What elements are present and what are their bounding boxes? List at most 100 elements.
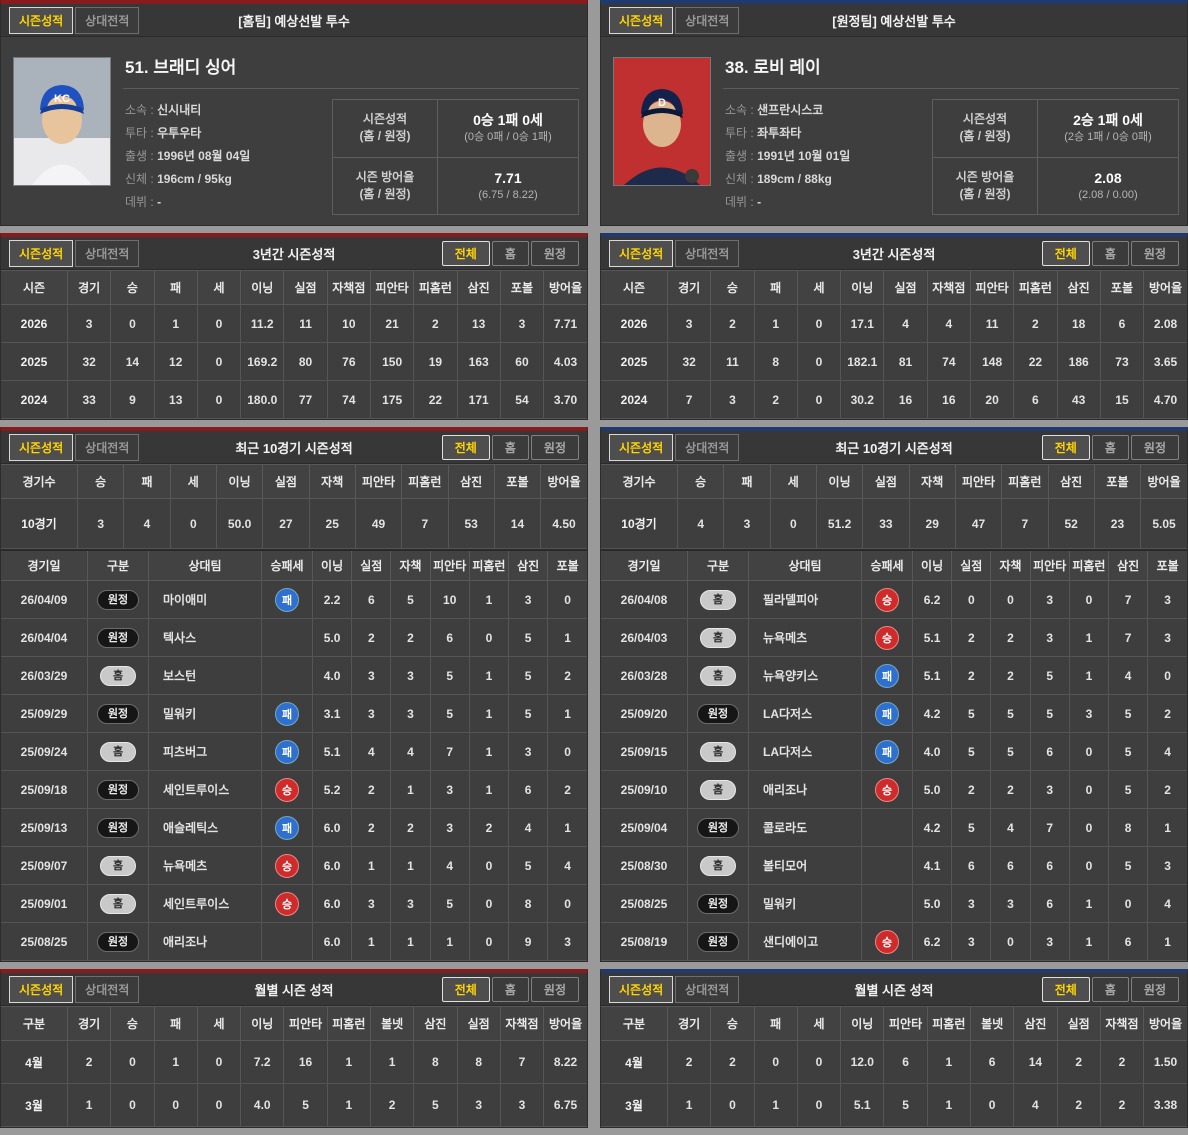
table-cell: 9 <box>508 922 549 961</box>
tab-season-stats[interactable]: 시즌성적 <box>9 239 74 267</box>
filter-away[interactable]: 원정 <box>1130 976 1179 1002</box>
tab-head-to-head[interactable]: 상대전적 <box>75 6 140 34</box>
tab-season-stats[interactable]: 시즌성적 <box>9 433 74 461</box>
column-header: 피안타 <box>955 464 1003 499</box>
game-log-row: 26/04/03 홈 뉴욕메츠 승 5.1 2 2 3 1 7 3 <box>601 618 1187 657</box>
filter-all[interactable]: 전체 <box>441 434 490 460</box>
game-date: 26/04/09 <box>1 580 88 619</box>
tab-season-stats[interactable]: 시즌성적 <box>9 975 74 1003</box>
table-cell: 3 <box>508 580 549 619</box>
filter-all[interactable]: 전체 <box>441 976 490 1002</box>
table-cell: 4월 <box>1 1040 68 1084</box>
tab-head-to-head[interactable]: 상대전적 <box>675 433 740 461</box>
table-cell: 4 <box>883 304 928 343</box>
tab-season-stats[interactable]: 시즌성적 <box>609 6 674 34</box>
table-cell: 6 <box>883 1040 928 1084</box>
column-header: 피안타 <box>883 1006 928 1041</box>
table-cell: 6 <box>1029 884 1070 923</box>
table-cell: 2 <box>351 770 392 809</box>
table-cell: 14 <box>493 498 542 549</box>
filter-away[interactable]: 원정 <box>530 240 579 266</box>
tab-season-stats[interactable]: 시즌성적 <box>609 433 674 461</box>
table-cell: 1 <box>153 1040 198 1084</box>
pitcher-info-section: 시즌성적 상대전적 [홈팀] 예상선발 투수 KC <box>0 0 588 226</box>
table-cell: 53 <box>447 498 495 549</box>
table-cell: 5.0 <box>311 618 353 657</box>
filter-all[interactable]: 전체 <box>1041 434 1090 460</box>
column-header: 이닝 <box>840 1006 885 1041</box>
table-cell: 5.2 <box>311 770 353 809</box>
column-header: 이닝 <box>240 1006 285 1041</box>
table-cell: 7.71 <box>543 304 587 343</box>
tab-head-to-head[interactable]: 상대전적 <box>75 975 140 1003</box>
game-log-row: 25/09/13 원정 애슬레틱스 패 6.0 2 2 3 2 4 1 <box>1 808 587 847</box>
table-cell: 10 <box>326 304 371 343</box>
player-bio-list: 소속 : 샌프란시스코 투타 : 좌투좌타 출생 : 1991년 10월 01일… <box>723 99 932 215</box>
result-cell: 패 <box>261 694 313 733</box>
summary-value: 2승 1패 0세 (2승 1패 / 0승 0패) <box>1037 99 1179 158</box>
table-cell: 4.1 <box>911 846 953 885</box>
column-header: 패 <box>754 270 798 305</box>
summary-value: 2.08 (2.08 / 0.00) <box>1037 156 1179 215</box>
table-cell: 4.0 <box>911 732 953 771</box>
table-cell: 10경기 <box>1 498 78 549</box>
game-date: 25/08/30 <box>601 846 688 885</box>
table-cell: 1 <box>326 1040 371 1084</box>
table-cell: 11 <box>710 342 755 381</box>
filter-home[interactable]: 홈 <box>491 240 529 266</box>
table-cell: 8 <box>456 1040 501 1084</box>
table-cell: 1 <box>753 304 798 343</box>
table-cell: 3.65 <box>1143 342 1187 381</box>
tab-season-stats[interactable]: 시즌성적 <box>609 975 674 1003</box>
tab-head-to-head[interactable]: 상대전적 <box>75 433 140 461</box>
tab-head-to-head[interactable]: 상대전적 <box>75 239 140 267</box>
away-badge: 원정 <box>96 703 140 724</box>
tab-head-to-head[interactable]: 상대전적 <box>675 6 740 34</box>
result-cell: 승 <box>261 884 313 923</box>
filter-home[interactable]: 홈 <box>1091 240 1129 266</box>
filter-home[interactable]: 홈 <box>1091 976 1129 1002</box>
table-cell: 6 <box>969 1040 1015 1084</box>
filter-away[interactable]: 원정 <box>530 976 579 1002</box>
filter-all[interactable]: 전체 <box>1041 240 1090 266</box>
table-cell: 2 <box>1056 1040 1101 1084</box>
filter-home[interactable]: 홈 <box>491 434 529 460</box>
table-cell: 3 <box>351 884 392 923</box>
opponent-team: 애리조나 <box>148 922 262 961</box>
filter-all[interactable]: 전체 <box>1041 976 1090 1002</box>
column-header: 승 <box>710 1006 755 1041</box>
section-header: 시즌성적 상대전적 월별 시즌 성적 전체 홈 원정 <box>601 973 1187 1006</box>
column-header: 패 <box>154 270 198 305</box>
filter-away[interactable]: 원정 <box>1130 240 1179 266</box>
table-cell: 0 <box>547 884 587 923</box>
tab-season-stats[interactable]: 시즌성적 <box>9 6 74 34</box>
game-date: 26/04/08 <box>601 580 688 619</box>
player-photo: KC <box>13 57 111 186</box>
column-header: 자책 <box>309 464 356 499</box>
table-cell: 0 <box>196 342 242 381</box>
tab-head-to-head[interactable]: 상대전적 <box>675 239 740 267</box>
table-cell: 16 <box>926 380 971 419</box>
home-badge: 홈 <box>699 589 737 610</box>
filter-all[interactable]: 전체 <box>441 240 490 266</box>
tab-group: 시즌성적 상대전적 <box>609 975 740 1003</box>
table-cell: 3 <box>990 884 1031 923</box>
tab-head-to-head[interactable]: 상대전적 <box>675 975 740 1003</box>
table-cell: 7 <box>1108 618 1149 657</box>
column-header: 실점 <box>457 1006 501 1041</box>
table-cell: 5 <box>1108 770 1149 809</box>
tab-season-stats[interactable]: 시즌성적 <box>609 239 674 267</box>
table-cell: 3 <box>390 694 431 733</box>
table-cell: 3 <box>666 304 712 343</box>
column-header: 방어율 <box>540 464 587 499</box>
filter-home[interactable]: 홈 <box>1091 434 1129 460</box>
game-log-row: 25/09/07 홈 뉴욕메츠 승 6.0 1 1 4 0 5 4 <box>1 846 587 885</box>
recent10-section: 시즌성적 상대전적 최근 10경기 시즌성적 전체 홈 원정 경기수 승 패 세 이닝 실… <box>0 427 588 962</box>
table-cell: 6 <box>429 618 470 657</box>
filter-away[interactable]: 원정 <box>530 434 579 460</box>
table-row: 2024 7 3 2 0 30.2 16 16 20 6 43 15 4.70 <box>601 380 1187 419</box>
opponent-team: 볼티모어 <box>748 846 862 885</box>
venue-cell: 홈 <box>87 732 149 771</box>
filter-home[interactable]: 홈 <box>491 976 529 1002</box>
filter-away[interactable]: 원정 <box>1130 434 1179 460</box>
